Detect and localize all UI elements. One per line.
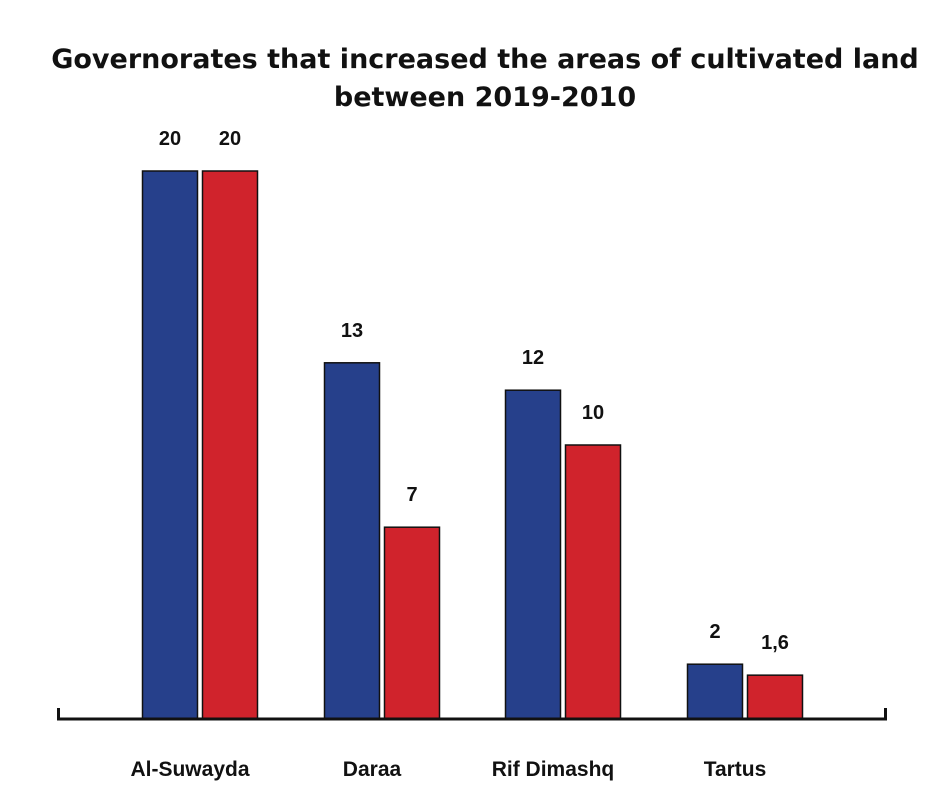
- value-label-series-2-al-suwayda: 20: [219, 128, 241, 150]
- value-label-series-1-rif-dimashq: 12: [522, 347, 544, 369]
- category-label-daraa: Daraa: [343, 758, 402, 781]
- chart-title-line-2: between 2019-2010: [334, 82, 636, 113]
- bar-series-1-daraa: [323, 362, 381, 720]
- category-label-tartus: Tartus: [704, 758, 767, 781]
- bar-series-1-rif-dimashq: [504, 389, 562, 720]
- x-axis: [57, 708, 887, 721]
- bar-series-2-tartus: [746, 674, 804, 720]
- category-label-al-suwayda: Al-Suwayda: [130, 758, 249, 781]
- category-label-rif-dimashq: Rif Dimashq: [492, 758, 615, 781]
- value-label-series-1-al-suwayda: 20: [159, 128, 181, 150]
- bar-series-2-daraa: [383, 526, 441, 720]
- category-labels: Al-Suwayda Daraa Rif Dimashq Tartus: [130, 758, 766, 781]
- value-label-series-2-daraa: 7: [406, 484, 417, 506]
- bar-series-2-rif-dimashq: [564, 444, 622, 720]
- bar-series-2-al-suwayda: [201, 170, 259, 720]
- chart-title-line-1: Governorates that increased the areas of…: [51, 44, 919, 75]
- bar-series-1-al-suwayda: [141, 170, 199, 720]
- value-label-series-2-rif-dimashq: 10: [582, 402, 604, 424]
- bars-group: 20 20 13 7 12 10 2 1,6: [141, 128, 804, 720]
- value-label-series-2-tartus: 1,6: [761, 632, 789, 654]
- value-label-series-1-daraa: 13: [341, 320, 363, 342]
- value-label-series-1-tartus: 2: [709, 621, 720, 643]
- bar-series-1-tartus: [686, 663, 744, 720]
